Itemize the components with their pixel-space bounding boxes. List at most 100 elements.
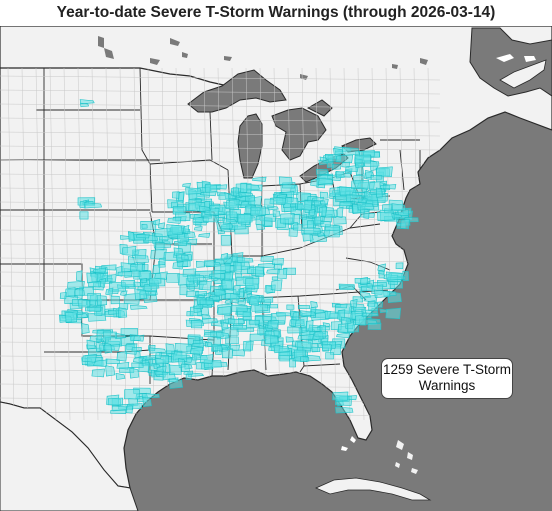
warning-polygon bbox=[307, 220, 314, 229]
warning-polygon bbox=[292, 224, 303, 231]
county-line bbox=[0, 131, 441, 137]
warning-polygon bbox=[310, 301, 318, 309]
warning-polygon bbox=[189, 346, 204, 355]
county-line bbox=[0, 75, 441, 81]
warning-polygon bbox=[319, 191, 329, 199]
warning-polygon bbox=[199, 299, 214, 306]
warning-polygon bbox=[88, 281, 102, 288]
warning-polygon bbox=[251, 303, 269, 312]
warning-polygon bbox=[191, 319, 203, 329]
warning-polygon bbox=[233, 284, 241, 295]
warning-polygon bbox=[334, 303, 348, 309]
warning-polygon bbox=[168, 364, 182, 376]
warning-polygon bbox=[155, 242, 165, 251]
state-line bbox=[149, 159, 229, 171]
warning-polygon bbox=[220, 321, 229, 330]
warning-polygon bbox=[185, 187, 202, 195]
warning-polygon bbox=[320, 220, 331, 227]
warning-polygon bbox=[158, 222, 165, 229]
warning-polygon bbox=[107, 397, 124, 406]
state-line bbox=[139, 67, 153, 213]
warning-polygon bbox=[135, 254, 149, 264]
warning-polygon bbox=[115, 372, 126, 380]
warning-polygon bbox=[172, 191, 180, 199]
warning-polygon bbox=[155, 351, 162, 360]
warning-polygon bbox=[341, 146, 360, 156]
florida-keys bbox=[341, 436, 356, 451]
county-line bbox=[0, 117, 441, 123]
warning-polygon bbox=[255, 266, 264, 278]
warning-polygon bbox=[379, 184, 397, 190]
warning-polygon bbox=[80, 323, 90, 334]
warning-polygon bbox=[166, 224, 183, 236]
warning-polygon bbox=[248, 319, 260, 325]
warning-polygon bbox=[130, 304, 148, 310]
county-line bbox=[217, 67, 225, 421]
warning-polygon bbox=[361, 312, 379, 317]
warning-polygon bbox=[280, 213, 295, 224]
warning-polygon bbox=[354, 154, 372, 164]
mexico-land bbox=[0, 401, 139, 511]
warning-polygon bbox=[367, 322, 382, 330]
county-line bbox=[231, 67, 239, 421]
warning-polygon bbox=[195, 260, 206, 268]
warning-polygon bbox=[217, 229, 226, 235]
warning-polygon bbox=[264, 335, 279, 344]
warning-polygon bbox=[82, 354, 97, 363]
warning-polygon bbox=[93, 359, 108, 368]
warning-polygon bbox=[231, 349, 246, 357]
warning-polygon bbox=[232, 187, 240, 197]
warning-polygon bbox=[78, 299, 91, 308]
warning-polygon bbox=[311, 346, 321, 353]
warning-polygon bbox=[194, 226, 203, 231]
warning-polygon bbox=[131, 362, 144, 369]
warning-polygon bbox=[299, 356, 310, 362]
warning-polygon bbox=[167, 216, 182, 224]
warning-polygon bbox=[375, 166, 393, 178]
warning-polygon bbox=[213, 288, 227, 297]
warning-polygon bbox=[325, 352, 334, 360]
warning-polygon bbox=[375, 187, 383, 198]
warning-polygon bbox=[105, 287, 114, 296]
warning-polygon bbox=[310, 178, 320, 187]
warning-polygon bbox=[292, 311, 300, 321]
warning-polygon bbox=[141, 264, 149, 271]
county-line bbox=[63, 67, 71, 421]
county-line bbox=[0, 243, 441, 249]
lake-superior bbox=[187, 69, 287, 113]
county-line bbox=[0, 145, 441, 151]
warning-polygon bbox=[272, 258, 284, 266]
county-line bbox=[49, 67, 57, 421]
warning-polygon bbox=[128, 231, 135, 242]
warning-polygon bbox=[335, 154, 354, 164]
warning-polygon bbox=[294, 340, 313, 349]
warning-polygon bbox=[205, 184, 218, 193]
warning-polygon bbox=[231, 304, 248, 312]
warning-polygon bbox=[152, 264, 161, 275]
warning-polygon bbox=[351, 179, 369, 190]
warning-polygon bbox=[260, 255, 274, 263]
warning-polygon bbox=[391, 213, 403, 219]
warning-polygon bbox=[127, 256, 135, 265]
warning-polygon bbox=[181, 254, 189, 261]
warning-polygon bbox=[225, 199, 240, 210]
state-line bbox=[299, 365, 305, 373]
bahamas-islands bbox=[395, 440, 418, 474]
warning-polygon bbox=[313, 199, 322, 207]
warning-polygon bbox=[148, 347, 167, 354]
county-line bbox=[0, 103, 441, 109]
warning-polygon bbox=[221, 348, 233, 359]
warning-polygon bbox=[381, 203, 393, 212]
warning-polygon bbox=[198, 232, 211, 238]
warning-polygon bbox=[141, 393, 160, 399]
warning-polygon bbox=[249, 333, 267, 341]
warning-polygon bbox=[287, 326, 303, 334]
warning-polygon bbox=[349, 299, 358, 308]
warning-polygon bbox=[276, 311, 292, 317]
warning-polygon bbox=[316, 168, 329, 175]
warning-count-line1: 1259 Severe T-Storm bbox=[382, 362, 512, 377]
warning-polygon bbox=[335, 170, 345, 179]
warning-polygon bbox=[216, 221, 234, 230]
warning-polygon bbox=[303, 227, 321, 235]
